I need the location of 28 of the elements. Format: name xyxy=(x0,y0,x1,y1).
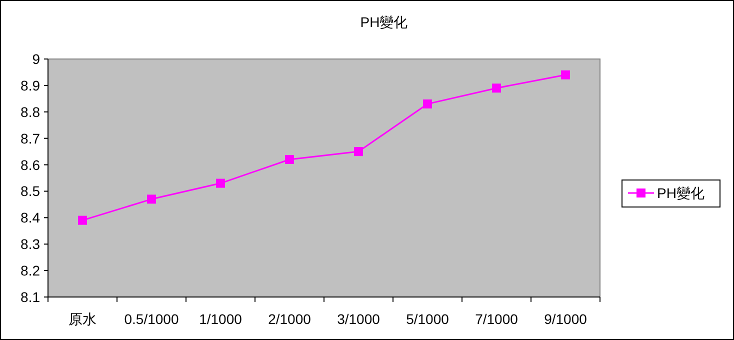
y-tick-label: 8.3 xyxy=(20,236,40,252)
y-tick-label: 8.5 xyxy=(20,183,40,200)
x-tick-label: 原水 xyxy=(68,311,96,327)
point xyxy=(285,154,294,164)
x-tick-label: 2/1000 xyxy=(268,311,312,327)
x-tick-label: 3/1000 xyxy=(337,311,380,327)
point xyxy=(147,194,156,204)
y-tick-label: 8.6 xyxy=(20,156,40,173)
point xyxy=(78,216,87,225)
x-tick-label: 9/1000 xyxy=(544,311,588,327)
x-tick-label: 1/1000 xyxy=(199,311,242,327)
y-tick-label: 8.7 xyxy=(20,130,40,146)
y-tick-label: 8.2 xyxy=(20,262,40,279)
y-tick-label: 8.4 xyxy=(20,210,40,226)
x-tick-label: 7/1000 xyxy=(475,311,518,327)
point xyxy=(561,70,570,80)
y-tick-label: 9 xyxy=(32,51,40,67)
y-tick-label: 8.1 xyxy=(20,289,40,305)
point xyxy=(492,84,501,93)
point xyxy=(216,178,225,188)
x-tick-label: 5/1000 xyxy=(406,311,450,327)
y-tick-label: 8.8 xyxy=(20,104,40,120)
legend-label: PH變化 xyxy=(657,185,704,201)
y-tick-label: 8.9 xyxy=(20,77,40,94)
x-tick-label: 0.5/1000 xyxy=(124,311,179,327)
point xyxy=(423,99,432,108)
point xyxy=(354,147,363,156)
chart-title: PH變化 xyxy=(360,14,408,30)
